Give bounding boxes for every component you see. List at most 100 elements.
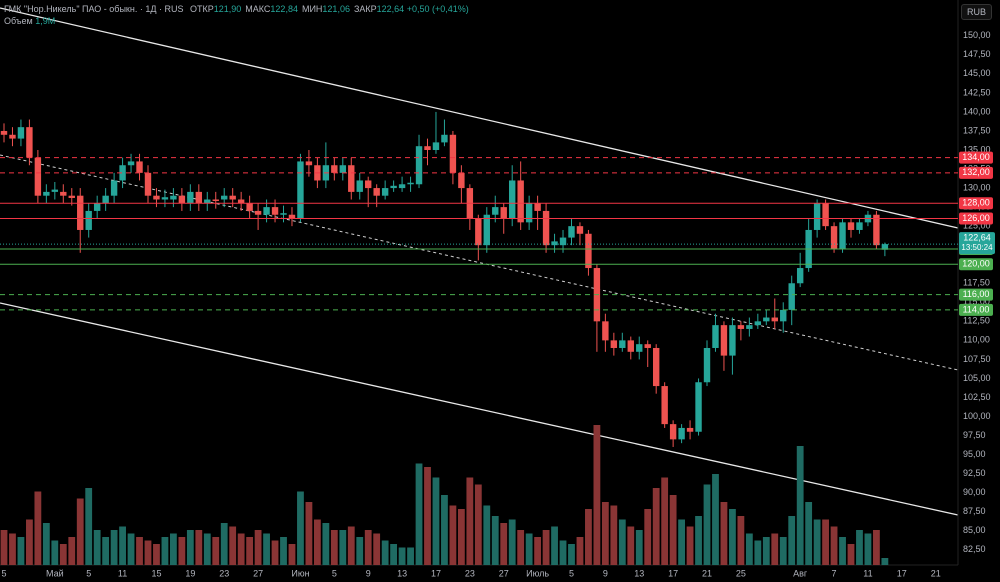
- y-tick-label: 107,50: [963, 354, 991, 364]
- volume-bar: [373, 533, 381, 565]
- candle-body: [221, 195, 228, 200]
- volume-bar: [305, 502, 313, 565]
- candle-body: [771, 317, 778, 322]
- volume-bar: [229, 526, 237, 565]
- candle-body: [576, 226, 584, 234]
- volume-bar: [449, 505, 457, 565]
- x-tick-label: 21: [931, 568, 941, 578]
- candle-body: [652, 347, 660, 387]
- candle-body: [153, 195, 160, 200]
- y-tick-label: 115,00: [963, 297, 990, 307]
- x-tick-label: 23: [465, 568, 475, 578]
- candle-body: [678, 427, 685, 440]
- volume-bar: [474, 484, 482, 565]
- y-tick-label: 140,00: [963, 106, 991, 116]
- level-tag: [959, 197, 993, 210]
- volume-bar: [390, 544, 398, 565]
- x-tick-label: 25: [736, 568, 746, 578]
- volume-bar: [762, 537, 770, 565]
- change: +0,50 (+0,41%): [406, 4, 469, 14]
- level-label: 132,00: [962, 167, 990, 177]
- volume-bar: [237, 533, 245, 565]
- volume-bar: [779, 537, 787, 565]
- x-tick-label: 27: [499, 568, 509, 578]
- candle-body: [60, 191, 67, 196]
- candle-body: [34, 157, 42, 196]
- candle-body: [229, 195, 236, 200]
- candle-body: [365, 180, 372, 189]
- candle-body: [9, 134, 16, 139]
- volume-bar: [610, 505, 618, 565]
- candle-body: [669, 424, 677, 440]
- level-label: 120,00: [962, 259, 990, 269]
- volume-bar: [703, 484, 711, 565]
- level-tag: [959, 303, 993, 316]
- trend-line: [0, 154, 959, 371]
- volume-bar: [170, 533, 177, 565]
- candle-body: [746, 325, 753, 329]
- currency-button[interactable]: RUB: [960, 4, 992, 20]
- candle-body: [636, 344, 643, 352]
- volume-bar: [839, 537, 846, 565]
- level-label: 126,00: [962, 213, 990, 223]
- level-label: 116,00: [963, 289, 990, 299]
- candle-body: [610, 340, 618, 348]
- level-tag: [959, 212, 993, 225]
- volume-bar: [491, 516, 499, 565]
- candle-body: [475, 218, 482, 246]
- volume-bar: [364, 530, 372, 565]
- candle-body: [619, 340, 626, 348]
- volume-bar: [856, 530, 863, 565]
- x-tick-label: 21: [702, 568, 712, 578]
- volume-bar: [457, 509, 465, 565]
- volume-bar: [144, 540, 152, 565]
- candle-body: [424, 146, 431, 151]
- candle-body: [288, 214, 296, 219]
- ohlc-key: ОТКР: [189, 4, 214, 14]
- volume-bar: [873, 530, 880, 565]
- volume-bar: [712, 474, 719, 565]
- volume-bar: [542, 530, 550, 565]
- y-tick-label: 85,00: [963, 525, 986, 535]
- candle-body: [43, 191, 50, 196]
- volume-bar: [585, 509, 592, 565]
- level-tag: [959, 151, 993, 164]
- candle-body: [26, 127, 33, 158]
- y-tick-label: 87,50: [963, 506, 986, 516]
- y-tick-label: 150,00: [963, 30, 991, 40]
- level-tag: [959, 288, 993, 301]
- x-tick-label: 7: [832, 568, 837, 578]
- candle-body: [780, 309, 787, 322]
- x-tick-label: 17: [431, 568, 441, 578]
- candle-body: [0, 130, 8, 135]
- candle-body: [271, 207, 279, 215]
- volume-bar: [178, 537, 186, 565]
- candle-body: [847, 222, 855, 230]
- volume-bar: [432, 477, 440, 565]
- candle-body: [246, 203, 253, 211]
- volume-bar: [153, 544, 160, 565]
- y-tick-label: 100,00: [963, 411, 991, 421]
- volume-bar: [85, 488, 93, 565]
- candle-body: [856, 222, 863, 230]
- symbol: ГМК "Нор.Никель" ПАО - обыкн.: [4, 4, 138, 14]
- candle-body: [398, 184, 406, 189]
- last-price-label: 122,64: [963, 232, 991, 242]
- volume-bar: [551, 526, 558, 565]
- candle-body: [627, 340, 634, 352]
- volume-bar: [822, 519, 829, 565]
- volume-bar: [618, 519, 626, 565]
- x-tick-label: 13: [634, 568, 644, 578]
- y-tick-label: 92,50: [963, 468, 986, 478]
- candle-body: [788, 283, 795, 310]
- volume-bar: [0, 530, 8, 565]
- ohlc-value: 121,90: [213, 4, 242, 14]
- level-label: 114,00: [963, 304, 990, 314]
- last-price-tag: [959, 232, 995, 255]
- volume-bar: [424, 467, 431, 565]
- countdown-label: 13:50:24: [961, 243, 993, 252]
- candle-body: [534, 203, 541, 211]
- ohlc-value: 122,84: [270, 4, 298, 14]
- y-tick-label: 95,00: [963, 449, 986, 459]
